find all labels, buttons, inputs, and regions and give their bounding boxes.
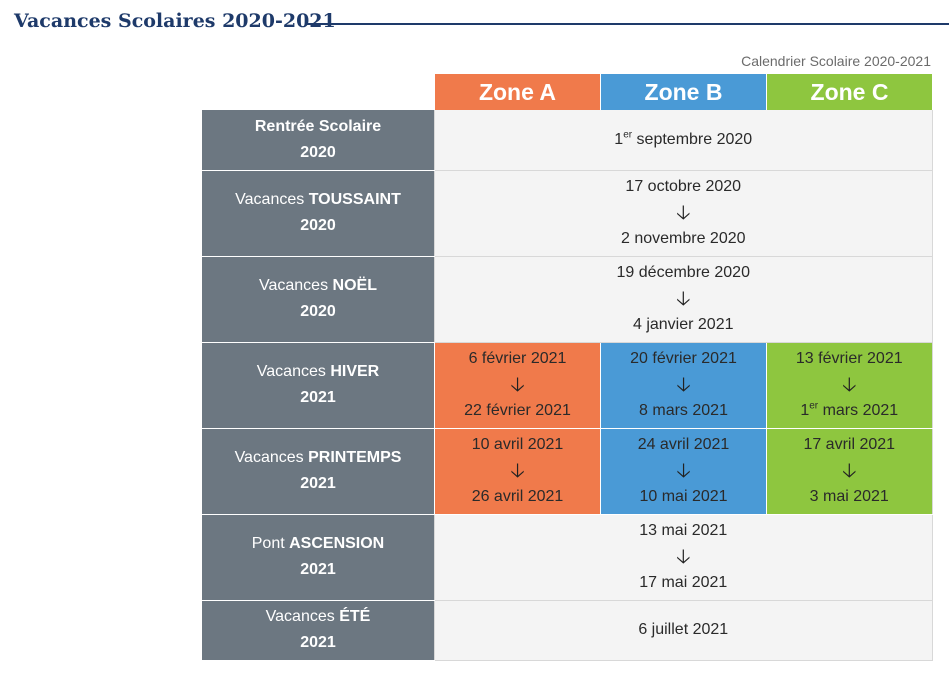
arrow-down-icon: 🡣	[676, 288, 691, 310]
date-ordinal: er	[623, 129, 633, 141]
row-label-prefix: Vacances	[235, 191, 309, 208]
row-label-ascension: Pont ASCENSION 2021	[202, 514, 435, 601]
row-label-year: 2021	[300, 475, 336, 492]
row-label-name: PRINTEMPS	[308, 449, 402, 466]
row-label-noel: Vacances NOËL 2020	[202, 256, 435, 343]
table-row-toussaint: Vacances TOUSSAINT 2020 17 octobre 2020 …	[202, 170, 933, 257]
arrow-down-icon: 🡣	[842, 374, 857, 396]
header-corner	[202, 74, 435, 110]
arrow-down-icon: 🡣	[676, 460, 691, 482]
end-date-ordinal: er	[809, 400, 819, 412]
date-cell-ete: 6 juillet 2021	[434, 600, 933, 661]
date-cell-hiver-zone-c: 13 février 2021 🡣 1er mars 2021	[766, 342, 933, 429]
start-date: 19 décembre 2020	[616, 264, 750, 281]
end-date: 4 janvier 2021	[632, 316, 734, 333]
row-label-prefix: Vacances	[256, 363, 331, 380]
date-cell-hiver-zone-b: 20 février 2021 🡣 8 mars 2021	[600, 342, 767, 429]
date-cell-rentree: 1er septembre 2020	[434, 110, 933, 171]
arrow-down-icon: 🡣	[676, 202, 691, 224]
arrow-down-icon: 🡣	[510, 374, 525, 396]
end-date-day: 1	[800, 402, 810, 419]
row-label-year: 2021	[300, 389, 336, 406]
row-label-printemps: Vacances PRINTEMPS 2021	[202, 428, 435, 515]
table-row-ete: Vacances ÉTÉ 2021 6 juillet 2021	[202, 600, 933, 661]
date-cell-hiver-zone-a: 6 février 2021 🡣 22 février 2021	[434, 342, 601, 429]
row-label-year: 2021	[300, 634, 336, 651]
row-label-rentree: Rentrée Scolaire 2020	[202, 110, 435, 171]
date-cell-toussaint: 17 octobre 2020 🡣 2 novembre 2020	[434, 170, 933, 257]
row-label-prefix: Vacances	[234, 449, 309, 466]
arrow-down-icon: 🡣	[510, 460, 525, 482]
row-label-name: TOUSSAINT	[308, 191, 401, 208]
row-label-year: 2020	[300, 143, 336, 161]
calendar-subtitle: Calendrier Scolaire 2020-2021	[741, 53, 931, 69]
end-date: 2 novembre 2020	[620, 230, 746, 247]
row-label-toussaint: Vacances TOUSSAINT 2020	[202, 170, 435, 257]
table-row-hiver: Vacances HIVER 2021 6 février 2021 🡣 22 …	[202, 342, 933, 429]
zone-a-header: Zone A	[434, 74, 601, 110]
start-date: 6 février 2021	[468, 350, 567, 367]
date-rest: septembre 2020	[632, 130, 753, 148]
end-date: 8 mars 2021	[639, 402, 728, 419]
zone-header-row: Zone A Zone B Zone C	[202, 74, 932, 110]
row-label-name: HIVER	[330, 363, 380, 380]
date-cell-printemps-zone-c: 17 avril 2021 🡣 3 mai 2021	[766, 428, 933, 515]
end-date: 3 mai 2021	[809, 488, 889, 505]
date-cell-printemps-zone-b: 24 avril 2021 🡣 10 mai 2021	[600, 428, 767, 515]
zone-b-header: Zone B	[600, 74, 767, 110]
date-cell-ascension: 13 mai 2021 🡣 17 mai 2021	[434, 514, 933, 601]
table-row-printemps: Vacances PRINTEMPS 2021 10 avril 2021 🡣 …	[202, 428, 933, 515]
date-cell-printemps-zone-a: 10 avril 2021 🡣 26 avril 2021	[434, 428, 601, 515]
start-date: 24 avril 2021	[637, 436, 730, 453]
table-row-rentree: Rentrée Scolaire 2020 1er septembre 2020	[202, 110, 933, 171]
row-label-year: 2020	[300, 303, 336, 320]
school-holidays-table: Zone A Zone B Zone C Rentrée Scolaire 20…	[202, 74, 933, 661]
title-divider	[306, 23, 949, 25]
arrow-down-icon: 🡣	[676, 374, 691, 396]
row-label-prefix: Vacances	[259, 277, 333, 294]
table-row-ascension: Pont ASCENSION 2021 13 mai 2021 🡣 17 mai…	[202, 514, 933, 601]
end-date: 17 mai 2021	[639, 574, 728, 591]
table-row-noel: Vacances NOËL 2020 19 décembre 2020 🡣 4 …	[202, 256, 933, 343]
end-date-rest: mars 2021	[818, 402, 899, 419]
row-label-name: NOËL	[332, 277, 377, 294]
page-title: Vacances Scolaires 2020-2021	[14, 10, 336, 32]
arrow-down-icon: 🡣	[676, 546, 691, 568]
start-date: 17 octobre 2020	[625, 178, 742, 195]
end-date: 22 février 2021	[464, 402, 571, 419]
row-label-prefix: Vacances	[265, 608, 340, 625]
row-label-year: 2020	[300, 217, 336, 234]
start-date: 13 février 2021	[795, 350, 903, 367]
date-day: 1	[614, 130, 624, 148]
end-date: 10 mai 2021	[639, 488, 728, 505]
start-date: 10 avril 2021	[471, 436, 564, 453]
date-cell-noel: 19 décembre 2020 🡣 4 janvier 2021	[434, 256, 933, 343]
arrow-down-icon: 🡣	[842, 460, 857, 482]
row-label-name: ÉTÉ	[339, 608, 371, 625]
end-date: 26 avril 2021	[471, 488, 564, 505]
date-text: 6 juillet 2021	[638, 621, 729, 638]
start-date: 17 avril 2021	[803, 436, 896, 453]
row-label-name: ASCENSION	[289, 535, 385, 552]
start-date: 20 février 2021	[630, 350, 737, 367]
row-label-hiver: Vacances HIVER 2021	[202, 342, 435, 429]
zone-c-header: Zone C	[766, 74, 932, 110]
row-label-ete: Vacances ÉTÉ 2021	[202, 600, 435, 661]
row-label-prefix: Pont	[251, 535, 290, 552]
row-label-year: 2021	[300, 561, 336, 578]
start-date: 13 mai 2021	[639, 522, 728, 539]
row-label-name: Rentrée Scolaire	[254, 117, 382, 135]
